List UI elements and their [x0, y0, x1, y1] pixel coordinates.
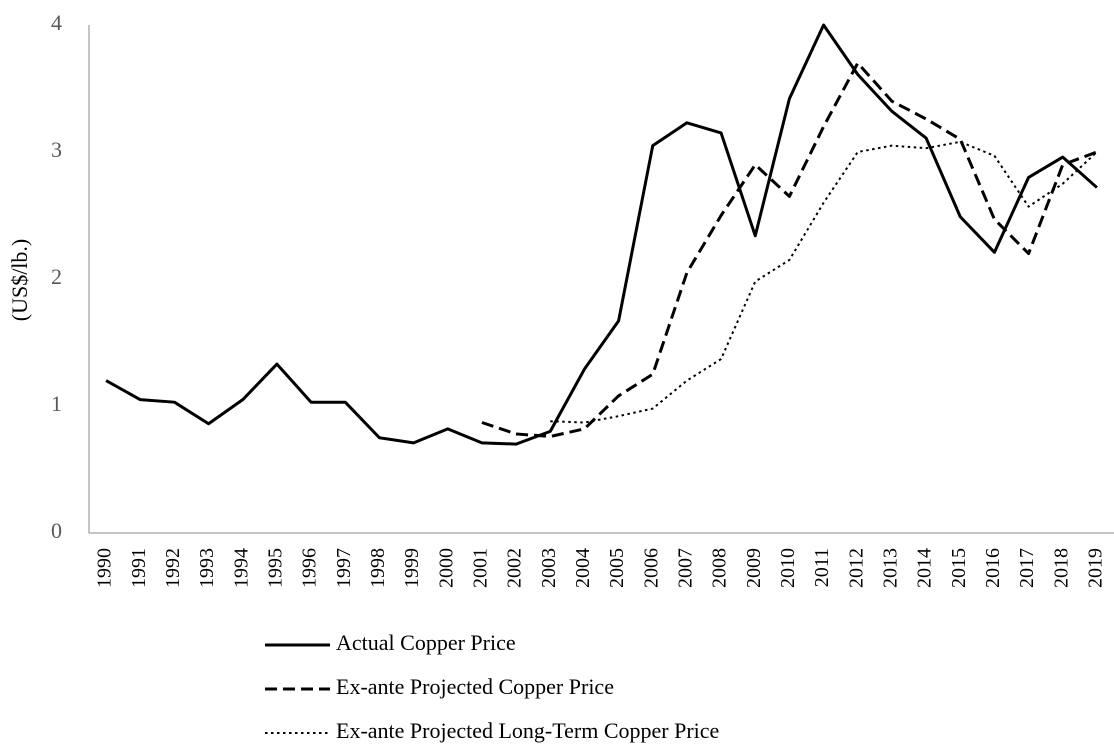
x-tick-label: 1992: [162, 548, 184, 588]
series-line: [481, 61, 1098, 438]
y-tick-label: 3: [51, 137, 62, 162]
x-tick-label: 2004: [572, 548, 594, 588]
x-tick-label: 2010: [777, 548, 799, 588]
x-tick-label: 1995: [265, 548, 287, 588]
x-tick-label: 2002: [504, 548, 526, 588]
x-tick-label: 2001: [470, 548, 492, 588]
x-tick-label: 1993: [196, 548, 218, 588]
legend-label: Ex-ante Projected Copper Price: [336, 674, 614, 699]
x-tick-label: 1996: [299, 548, 321, 588]
x-tick-label: 1997: [333, 548, 355, 588]
x-tick-label: 2015: [948, 548, 970, 588]
x-tick-label: 1994: [230, 548, 252, 588]
legend-label: Ex-ante Projected Long-Term Copper Price: [336, 718, 719, 743]
y-tick-label: 4: [51, 10, 62, 35]
y-axis-label: (US$/lb.): [7, 239, 32, 322]
x-tick-label: 1998: [367, 548, 389, 588]
x-tick-label: 2019: [1085, 548, 1107, 588]
x-tick-label: 2017: [1016, 548, 1038, 588]
y-tick-label: 2: [51, 264, 62, 289]
x-tick-label: 2012: [845, 548, 867, 588]
x-tick-label: 2007: [675, 548, 697, 588]
x-tick-label: 2009: [743, 548, 765, 588]
x-tick-label: 2016: [982, 548, 1004, 588]
x-tick-label: 1999: [401, 548, 423, 588]
x-tick-label: 2006: [640, 548, 662, 588]
x-tick-label: 2018: [1050, 548, 1072, 588]
x-tick-label: 2013: [880, 548, 902, 588]
x-tick-label: 2014: [914, 548, 936, 588]
x-tick-label: 2000: [435, 548, 457, 588]
x-tick-label: 1990: [94, 548, 116, 588]
x-tick-label: 2005: [606, 548, 628, 588]
x-tick-label: 2008: [709, 548, 731, 588]
x-tick-label: 2011: [811, 548, 833, 587]
y-tick-label: 0: [51, 518, 62, 543]
legend-label: Actual Copper Price: [336, 630, 516, 655]
series-line: [105, 23, 1098, 446]
x-tick-label: 1991: [128, 548, 150, 588]
x-tick-label: 2003: [538, 548, 560, 588]
y-tick-label: 1: [51, 391, 62, 416]
series-line: [550, 140, 1098, 424]
